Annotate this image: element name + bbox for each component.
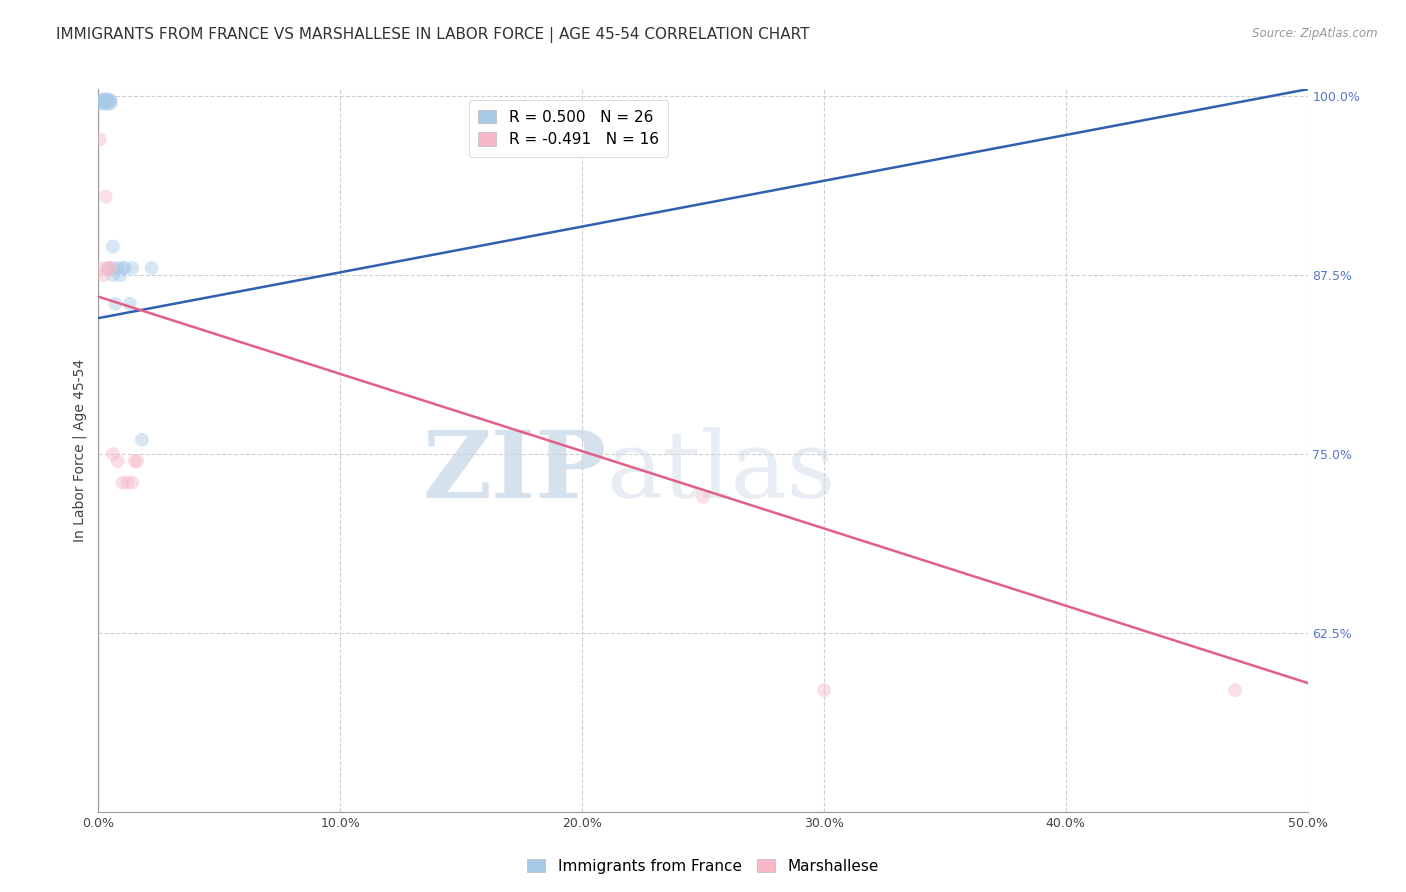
Point (141, 260, 163, 275)
Point (692, 490, 714, 504)
Text: IMMIGRANTS FROM FRANCE VS MARSHALLESE IN LABOR FORCE | AGE 45-54 CORRELATION CHA: IMMIGRANTS FROM FRANCE VS MARSHALLESE IN… (56, 27, 810, 43)
Point (89, 96, 111, 111)
Point (90, 94, 112, 108)
Point (89, 132, 111, 146)
Point (101, 268, 124, 283)
Text: atlas: atlas (606, 427, 835, 517)
Point (101, 260, 124, 275)
Point (124, 454, 146, 468)
Legend: R = 0.500   N = 26, R = -0.491   N = 16: R = 0.500 N = 26, R = -0.491 N = 16 (468, 101, 668, 157)
Point (111, 475, 134, 490)
Point (97, 260, 120, 275)
Point (94, 92, 117, 106)
Point (127, 454, 149, 468)
Point (121, 260, 143, 275)
Point (121, 475, 143, 490)
Point (107, 260, 129, 275)
Point (108, 268, 131, 283)
Point (117, 475, 139, 490)
Point (101, 447, 124, 461)
Point (91, 96, 114, 111)
Point (118, 297, 141, 311)
Point (91, 92, 114, 106)
Point (107, 454, 129, 468)
Point (100, 96, 122, 111)
Point (131, 433, 153, 447)
Legend: Immigrants from France, Marshallese: Immigrants from France, Marshallese (522, 853, 884, 880)
Text: Source: ZipAtlas.com: Source: ZipAtlas.com (1253, 27, 1378, 40)
Y-axis label: In Labor Force | Age 45-54: In Labor Force | Age 45-54 (73, 359, 87, 542)
Point (813, 683, 835, 698)
Point (114, 260, 136, 275)
Point (100, 94, 122, 108)
Point (100, 260, 122, 275)
Point (94, 189, 117, 203)
Point (97, 92, 120, 106)
Point (101, 239, 124, 253)
Point (1223, 683, 1246, 698)
Point (94, 96, 117, 111)
Point (91, 268, 114, 283)
Point (104, 297, 127, 311)
Point (90, 260, 112, 275)
Point (97, 260, 120, 275)
Point (94, 94, 117, 108)
Text: ZIP: ZIP (422, 427, 606, 517)
Point (91, 94, 114, 108)
Point (100, 94, 122, 108)
Point (97, 96, 120, 111)
Point (111, 260, 134, 275)
